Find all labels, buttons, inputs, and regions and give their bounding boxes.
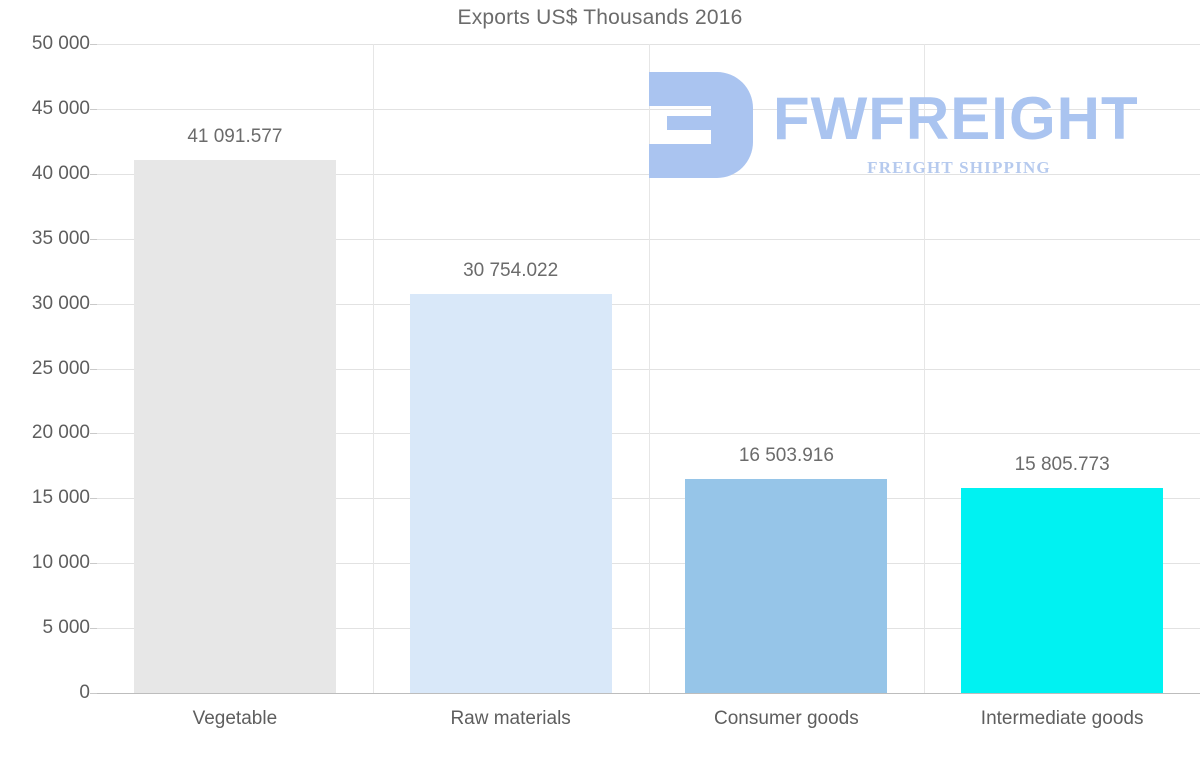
bar-value-label: 16 503.916: [738, 444, 834, 466]
bar[interactable]: [685, 479, 887, 693]
y-axis-label: 30 000: [31, 292, 90, 314]
gridline-horizontal: [97, 433, 1200, 434]
plot-area: [90, 44, 1200, 694]
y-axis-tick: [90, 498, 97, 499]
bar-value-label: 30 754.022: [463, 259, 559, 281]
gridline-horizontal: [97, 628, 1200, 629]
y-axis-tick: [90, 369, 97, 370]
y-axis-tick: [90, 693, 97, 694]
y-axis-label: 45 000: [31, 97, 90, 119]
y-axis-label: 20 000: [31, 422, 90, 444]
y-axis-tick: [90, 433, 97, 434]
gridline-horizontal: [97, 174, 1200, 175]
y-axis-tick: [90, 109, 97, 110]
y-axis-tick: [90, 174, 97, 175]
y-axis-label: 40 000: [31, 162, 90, 184]
y-axis-tick: [90, 304, 97, 305]
x-axis-category-label: Intermediate goods: [980, 708, 1144, 729]
x-axis-category-label: Raw materials: [450, 708, 571, 729]
gridline-horizontal: [97, 44, 1200, 45]
x-axis-category-label: Vegetable: [192, 708, 278, 729]
x-axis-category-label: Consumer goods: [714, 708, 859, 729]
bar-value-label: 41 091.577: [187, 125, 283, 147]
bar[interactable]: [134, 160, 336, 693]
gridline-horizontal: [97, 109, 1200, 110]
gridline-vertical: [373, 44, 374, 693]
gridline-horizontal: [97, 369, 1200, 370]
y-axis-label: 25 000: [31, 357, 90, 379]
y-axis-label: 35 000: [31, 227, 90, 249]
y-axis-label: 50 000: [31, 33, 90, 54]
y-axis-tick: [90, 563, 97, 564]
y-axis-label: 5 000: [42, 617, 90, 639]
gridline-vertical: [649, 44, 650, 693]
gridline-vertical: [924, 44, 925, 693]
gridline-horizontal: [97, 239, 1200, 240]
gridline-horizontal: [97, 498, 1200, 499]
bar[interactable]: [410, 294, 612, 693]
bar[interactable]: [961, 488, 1163, 693]
y-axis-tick: [90, 239, 97, 240]
y-axis-tick: [90, 44, 97, 45]
gridline-horizontal: [97, 563, 1200, 564]
y-axis-label: 0: [79, 682, 90, 703]
gridline-horizontal: [97, 304, 1200, 305]
y-axis-label: 10 000: [31, 552, 90, 574]
y-axis-tick: [90, 628, 97, 629]
chart-title: Exports US$ Thousands 2016: [457, 6, 743, 29]
y-axis-label: 15 000: [31, 487, 90, 509]
gridline-horizontal: [97, 693, 1200, 694]
bar-value-label: 15 805.773: [1014, 453, 1110, 475]
